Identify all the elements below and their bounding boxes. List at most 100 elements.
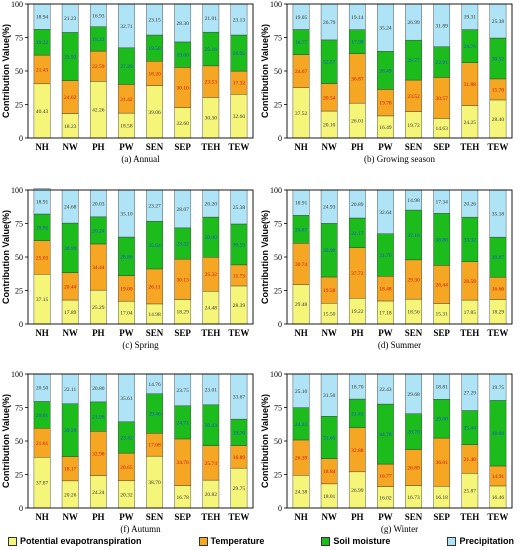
data-label: 29.75: [233, 486, 246, 492]
data-label: 18.77: [295, 40, 308, 46]
x-tick-label: PH: [351, 512, 364, 522]
x-tick-label: SEN: [146, 142, 164, 152]
data-label: 30.00: [205, 235, 218, 241]
data-label: 28.44: [436, 282, 449, 288]
x-tick-label: TEW: [487, 328, 508, 338]
data-label: 14.98: [148, 312, 161, 318]
y-axis-label: Contribution Value(%): [260, 394, 270, 488]
data-label: 18.91: [295, 201, 308, 207]
plot-frame: [286, 3, 513, 139]
x-tick-label: TEH: [460, 142, 479, 152]
data-label: 29.68: [407, 392, 420, 398]
data-label: 31.70: [379, 253, 392, 259]
data-label: 25.03: [36, 255, 49, 261]
data-label: 14.63: [436, 126, 449, 132]
data-label: 18.22: [92, 37, 105, 43]
data-label: 35.18: [492, 212, 505, 218]
data-label: 27.29: [464, 390, 477, 396]
data-label: 30.74: [295, 262, 308, 268]
x-tick-label: TEW: [487, 142, 508, 152]
data-label: 32.98: [92, 451, 105, 457]
legend-item-temperature: Temperature: [198, 536, 264, 546]
y-tick-label: 0: [278, 134, 282, 143]
data-label: 39.39: [64, 428, 77, 434]
y-tick-label: 100: [11, 370, 23, 379]
y-tick-label: 75: [15, 34, 23, 43]
x-tick-label: NH: [294, 328, 308, 338]
x-tick-label: TEH: [460, 512, 479, 522]
panel-2: Contribution Value(%) 0 25 50 75 100 37.52 24.6…: [260, 0, 513, 164]
data-label: 24.93: [323, 205, 336, 211]
data-label: 29.00: [436, 417, 449, 423]
x-tick-label: NW: [62, 142, 78, 152]
data-label: 19.72: [407, 123, 420, 129]
data-label: 31.50: [323, 393, 336, 399]
data-label: 18.70: [351, 385, 364, 391]
data-label: 22.60: [177, 121, 190, 127]
data-label: 16.46: [492, 495, 505, 501]
y-axis-label: Contribution Value(%): [1, 210, 11, 304]
data-label: 15.31: [436, 312, 449, 318]
chart-legend: Potential evapotranspiration Temperature…: [8, 534, 514, 548]
data-label: 35.24: [379, 26, 392, 32]
y-tick-label: 25: [15, 287, 23, 296]
legend-swatch-precipitation: [447, 536, 457, 546]
data-label: 19.31: [464, 15, 477, 21]
data-label: 23.75: [177, 388, 190, 394]
data-label: 30.10: [177, 86, 190, 92]
data-label: 24.38: [295, 490, 308, 496]
x-tick-label: SEP: [174, 142, 191, 152]
data-label: 36.99: [64, 246, 77, 252]
data-label: 18.58: [120, 124, 133, 130]
y-axis-label: Contribution Value(%): [260, 24, 270, 118]
data-label: 20.24: [92, 228, 105, 234]
x-tick-label: SEN: [405, 142, 423, 152]
data-label: 22.43: [379, 387, 392, 393]
y-tick-label: 0: [19, 134, 23, 143]
data-label: 25.10: [295, 389, 308, 395]
data-label: 20.50: [36, 386, 49, 392]
x-tick-label: SEP: [174, 512, 191, 522]
data-label: 32.71: [120, 24, 133, 30]
data-label: 19.00: [177, 53, 190, 59]
x-tick-label: NH: [294, 512, 308, 522]
data-label: 23.27: [148, 204, 161, 210]
data-label: 28.86: [120, 254, 133, 260]
y-tick-label: 0: [278, 320, 282, 329]
data-label: 29.30: [407, 277, 420, 283]
plot-frame: [286, 373, 513, 509]
data-label: 38.88: [436, 237, 449, 243]
plot-frame: [286, 189, 513, 325]
data-label: 36.01: [436, 460, 449, 466]
data-label: 28.49: [379, 68, 392, 74]
legend-swatch-soil-moisture: [321, 536, 331, 546]
data-label: 21.43: [351, 411, 364, 417]
data-label: 15.73: [233, 273, 246, 279]
y-tick-label: 0: [278, 504, 282, 513]
y-axis-label: Contribution Value(%): [1, 24, 11, 118]
data-label: 24.13: [295, 422, 308, 428]
data-label: 22.91: [436, 60, 449, 66]
x-tick-label: SEN: [146, 512, 164, 522]
data-label: 23.53: [205, 80, 218, 86]
data-label: 24.25: [464, 120, 477, 126]
data-label: 23.01: [205, 387, 218, 393]
data-label: 25.29: [92, 305, 105, 311]
data-label: 28.30: [177, 21, 190, 27]
x-tick-label: TEH: [201, 142, 220, 152]
data-label: 20.87: [295, 227, 308, 233]
y-tick-label: 25: [15, 101, 23, 110]
y-tick-label: 100: [270, 186, 282, 195]
data-label: 28.40: [492, 117, 505, 123]
y-tick-label: 50: [15, 253, 23, 262]
data-label: 18.94: [36, 15, 49, 21]
data-label: 30.30: [205, 116, 218, 122]
data-label: 33.67: [233, 395, 246, 401]
y-tick-label: 75: [274, 404, 282, 413]
plot-frame: [27, 373, 254, 509]
y-tick-label: 100: [11, 0, 23, 9]
data-label: 17.85: [464, 310, 477, 316]
x-tick-label: NH: [35, 142, 49, 152]
y-tick-label: 75: [15, 220, 23, 229]
data-label: 22.11: [64, 387, 76, 393]
